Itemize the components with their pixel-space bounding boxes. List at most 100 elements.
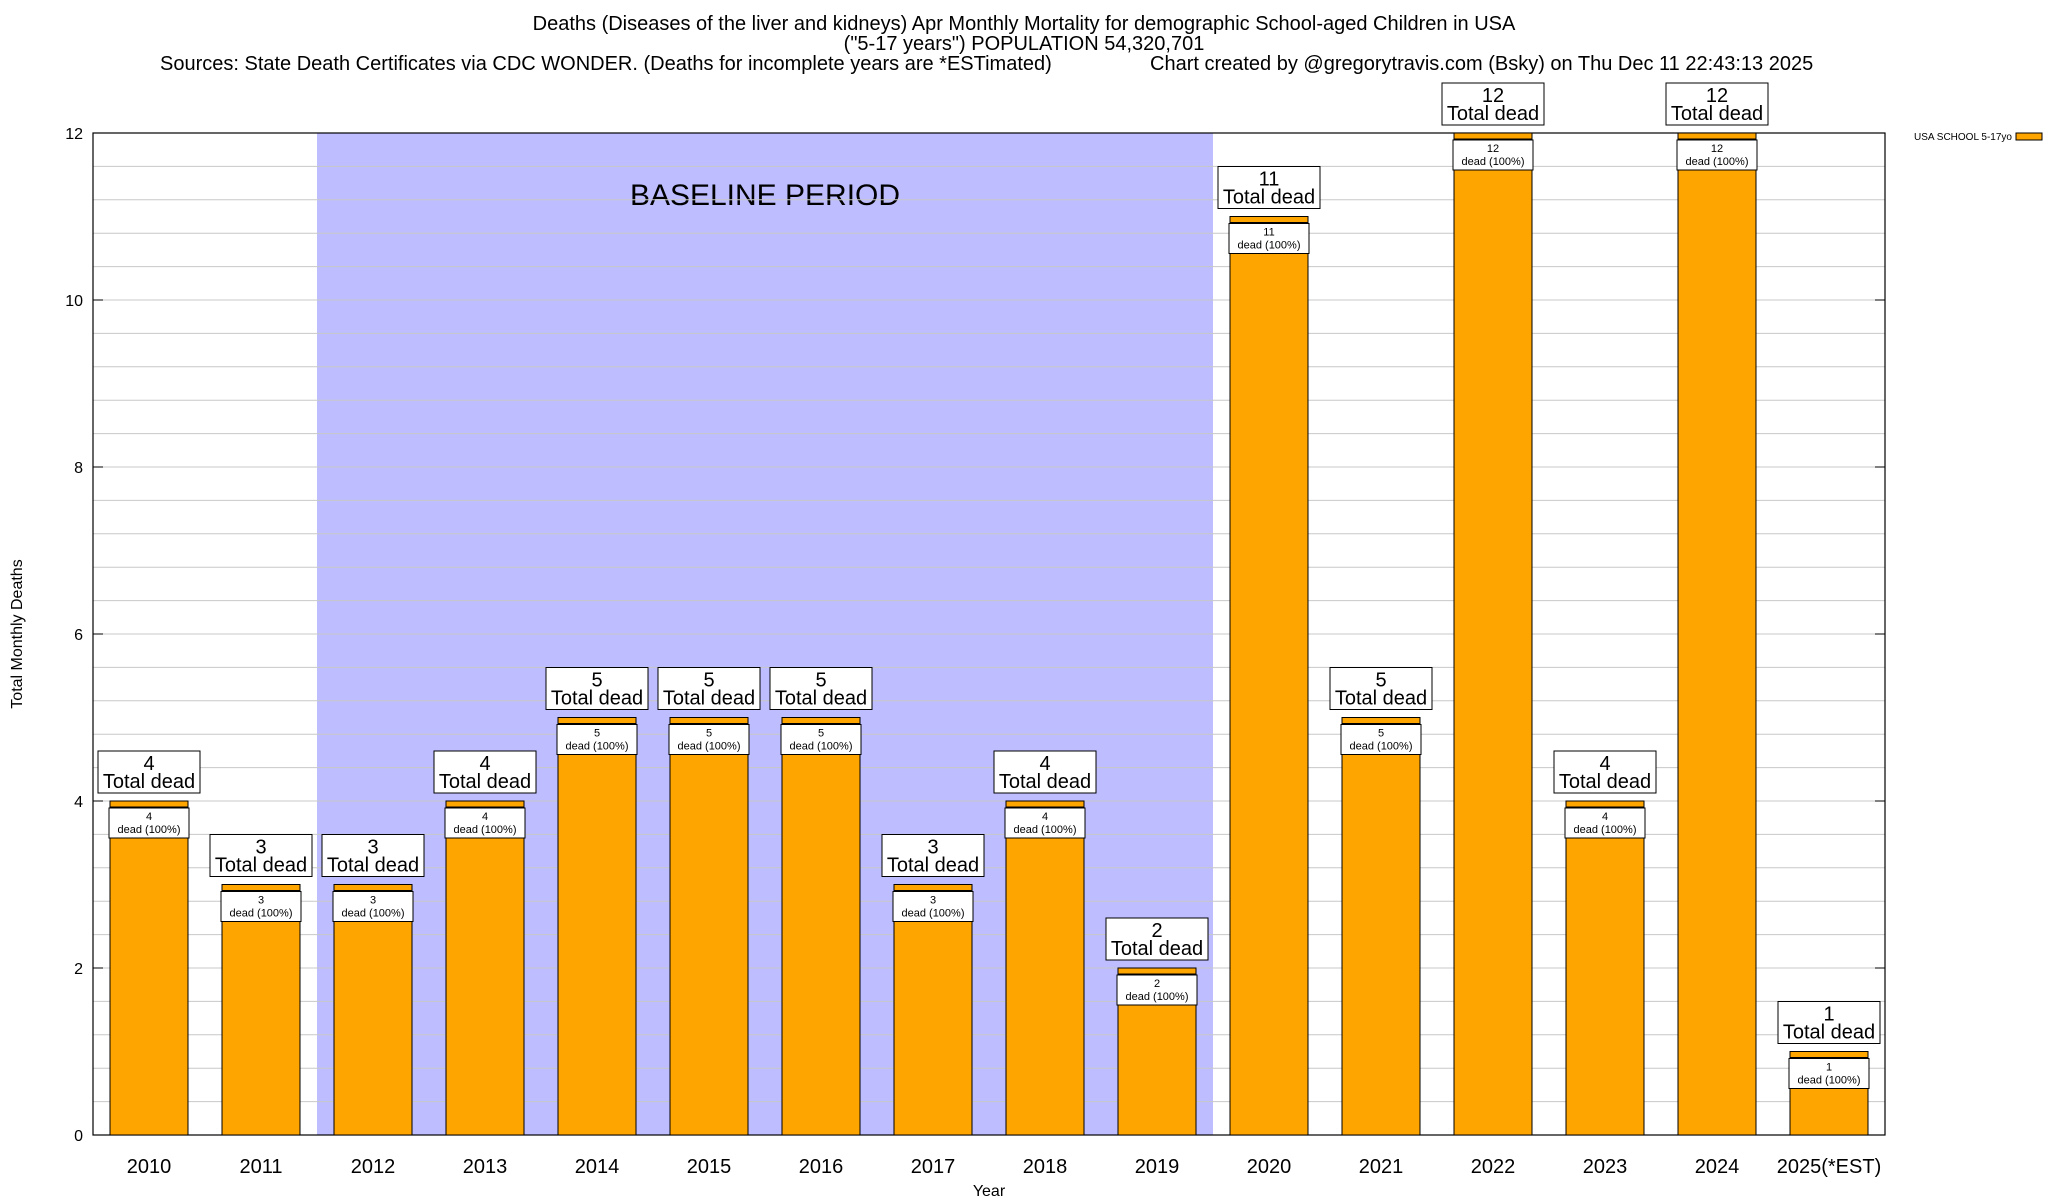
bar-2011 [221,884,301,1136]
x-tick-label: 2025(*EST) [1777,1156,1882,1178]
outer-label-value: 3 [367,837,378,859]
bar-2014 [557,717,637,1136]
outer-label-box [97,750,201,794]
outer-label-text: Total dead [999,771,1091,793]
inner-label-value: 5 [594,728,600,740]
outer-label-text: Total dead [551,688,643,710]
inner-label-box [332,891,414,922]
x-tick-label: 2021 [1359,1156,1404,1178]
bar-2012 [333,884,413,1136]
outer-label-text: Total dead [215,855,307,877]
outer-label-value: 11 [1259,169,1280,191]
outer-label-box [545,667,649,710]
inner-label-box [1452,139,1534,171]
inner-label-value: 3 [370,895,376,907]
inner-label-box [1340,724,1422,755]
inner-label-text: dead (100%) [1462,156,1525,168]
outer-label-text: Total dead [1671,103,1763,125]
x-tick-label: 2024 [1695,1156,1740,1178]
baseline-period-label: BASELINE PERIOD [630,179,900,212]
outer-label-value: 1 [1823,1004,1834,1026]
x-tick-label: 2020 [1247,1156,1292,1178]
inner-label-text: dead (100%) [1574,824,1637,836]
y-tick-label: 8 [74,460,83,477]
outer-label-text: Total dead [775,688,867,710]
outer-label-value: 4 [479,753,490,775]
x-tick-label: 2014 [575,1156,620,1178]
inner-label-text: dead (100%) [1126,991,1189,1003]
inner-label-value: 12 [1711,143,1723,155]
outer-label-text: Total dead [1111,938,1203,960]
outer-label-text: Total dead [1335,688,1427,710]
outer-label-text: Total dead [663,688,755,710]
x-tick-label: 2017 [911,1156,956,1178]
outer-label-text: Total dead [327,855,419,877]
outer-label-value: 3 [255,837,266,859]
x-tick-label: 2015 [687,1156,732,1178]
y-tick-label: 10 [65,293,83,310]
outer-label-box [209,834,313,877]
inner-label-value: 5 [1378,728,1384,740]
outer-label-box [1329,667,1433,710]
x-tick-label: 2022 [1471,1156,1516,1178]
x-tick-label: 2012 [351,1156,396,1178]
outer-label-text: Total dead [103,771,195,793]
bar-2021 [1341,717,1421,1136]
outer-label-box [993,750,1097,794]
x-tick-label: 2016 [799,1156,844,1178]
inner-label-value: 12 [1487,143,1499,155]
x-axis-label: Year [973,1183,1006,1200]
outer-label-value: 12 [1706,85,1728,107]
outer-label-box [1777,1001,1881,1044]
x-tick-label: 2018 [1023,1156,1068,1178]
outer-label-value: 5 [703,670,714,692]
outer-label-text: Total dead [1559,771,1651,793]
inner-label-value: 4 [146,811,152,823]
inner-label-text: dead (100%) [1238,240,1301,252]
bar-2017 [893,884,973,1136]
inner-label-value: 5 [818,728,824,740]
x-tick-label: 2010 [127,1156,172,1178]
inner-label-text: dead (100%) [902,908,965,920]
inner-label-text: dead (100%) [1686,156,1749,168]
inner-label-box [668,724,750,755]
bar-2023 [1565,800,1645,1136]
inner-label-text: dead (100%) [342,908,405,920]
chart-credit: Chart created by @gregorytravis.com (Bsk… [1150,53,1814,75]
inner-label-box [1676,139,1758,171]
outer-label-box [321,834,425,877]
inner-label-text: dead (100%) [678,741,741,753]
inner-label-box [444,807,526,839]
inner-label-value: 1 [1826,1062,1832,1074]
outer-label-value: 2 [1151,920,1162,942]
bar-2016 [781,717,861,1136]
inner-label-value: 3 [258,895,264,907]
x-tick-label: 2011 [239,1156,282,1178]
inner-label-value: 2 [1154,978,1160,990]
outer-label-text: Total dead [887,855,979,877]
inner-label-box [556,724,638,755]
inner-label-text: dead (100%) [1798,1075,1861,1087]
inner-label-box [1004,807,1086,839]
x-tick-label: 2023 [1583,1156,1628,1178]
inner-label-text: dead (100%) [790,741,853,753]
y-tick-label: 2 [74,961,83,978]
inner-label-value: 3 [930,895,936,907]
chart-source: Sources: State Death Certificates via CD… [160,53,1052,75]
bar-2020 [1229,216,1309,1136]
outer-label-value: 5 [1375,670,1386,692]
outer-label-box [1217,166,1321,209]
outer-label-value: 3 [927,837,938,859]
bar-2022 [1453,132,1533,1136]
inner-label-box [1564,807,1646,839]
inner-label-text: dead (100%) [118,824,181,836]
y-tick-label: 0 [74,1128,83,1145]
outer-label-box [769,667,873,710]
inner-label-value: 11 [1263,227,1274,239]
inner-label-box [220,891,302,922]
outer-label-box [433,750,537,794]
outer-label-box [657,667,761,710]
outer-label-text: Total dead [439,771,531,793]
inner-label-value: 4 [1602,811,1608,823]
